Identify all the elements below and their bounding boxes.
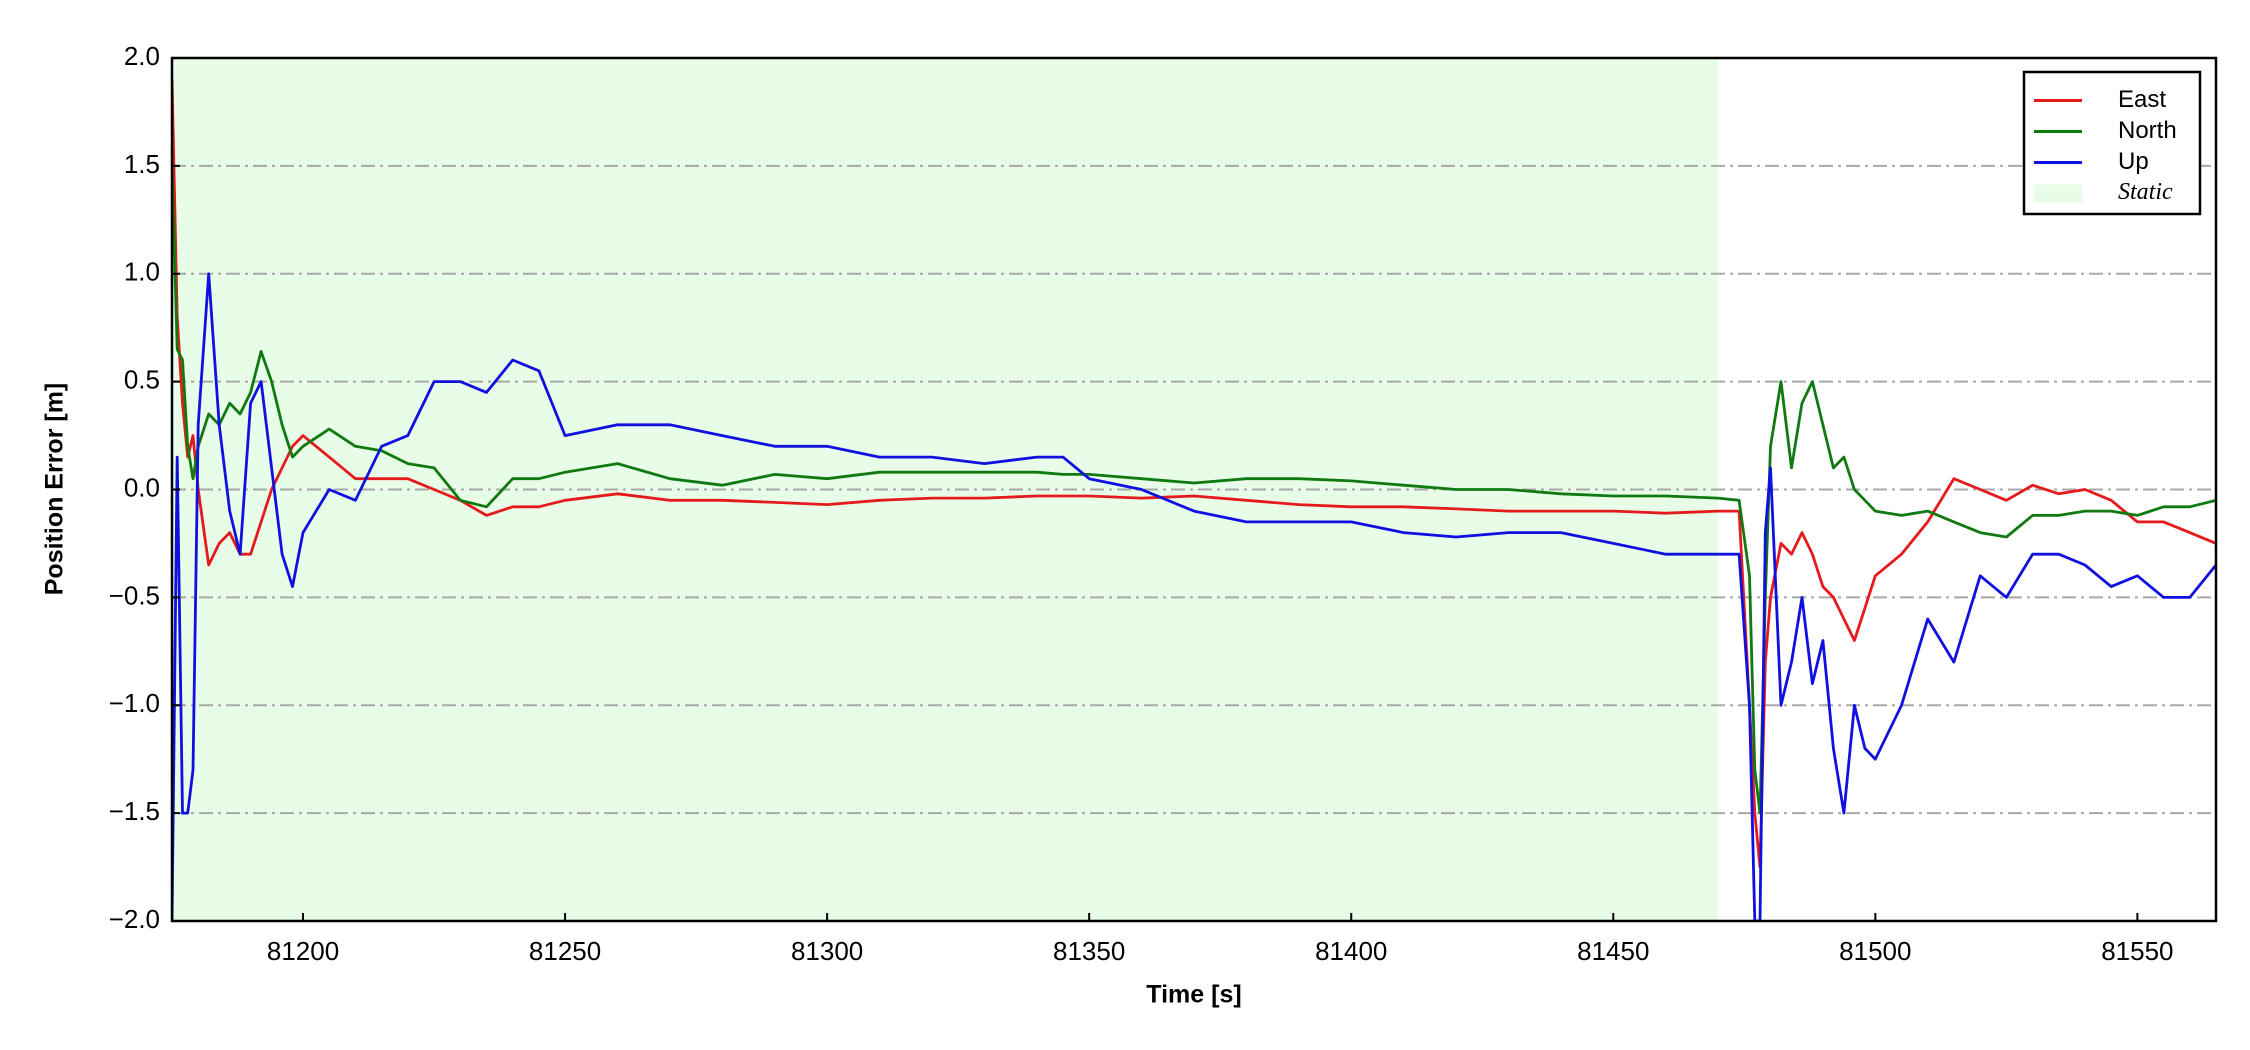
x-tick-label: 81500: [1839, 936, 1911, 966]
legend-swatch: [2034, 184, 2082, 203]
x-tick-label: 81350: [1053, 936, 1125, 966]
line-layer: [172, 79, 2216, 921]
legend-label: Up: [2118, 148, 2149, 175]
y-tick-label: −0.5: [109, 580, 160, 610]
series-line: [172, 165, 2216, 815]
y-tick-label: 1.0: [124, 257, 160, 287]
legend-label: Static: [2118, 179, 2173, 205]
x-axis-label: Time [s]: [1146, 981, 1241, 1009]
series-line: [172, 272, 2216, 921]
y-tick-label: −1.0: [109, 688, 160, 718]
x-tick-label: 81250: [529, 936, 601, 966]
x-tick-label: 81200: [267, 936, 339, 966]
tick-layer: −2.0 −1.5 −1.0 −0.5 0.0 0.5 1.0 1.5 2.0 81200 8125…: [109, 41, 2174, 966]
y-tick-label: 0.0: [124, 472, 160, 502]
y-tick-label: 2.0: [124, 41, 160, 71]
y-tick-label: −1.5: [109, 796, 160, 826]
legend: East North Up Static: [2022, 70, 2202, 216]
y-axis-label: Position Error [m]: [41, 383, 69, 596]
x-tick-label: 81300: [791, 936, 863, 966]
y-tick-label: 1.5: [124, 149, 160, 179]
x-tick-label: 81550: [2101, 936, 2173, 966]
x-tick-label: 81450: [1577, 936, 1649, 966]
legend-label: North: [2118, 117, 2177, 144]
y-tick-label: −2.0: [109, 904, 160, 934]
series-line: [172, 79, 2216, 869]
y-tick-label: 0.5: [124, 365, 160, 395]
legend-label: East: [2118, 86, 2166, 113]
x-tick-label: 81400: [1315, 936, 1387, 966]
grid-layer: [172, 164, 2216, 815]
